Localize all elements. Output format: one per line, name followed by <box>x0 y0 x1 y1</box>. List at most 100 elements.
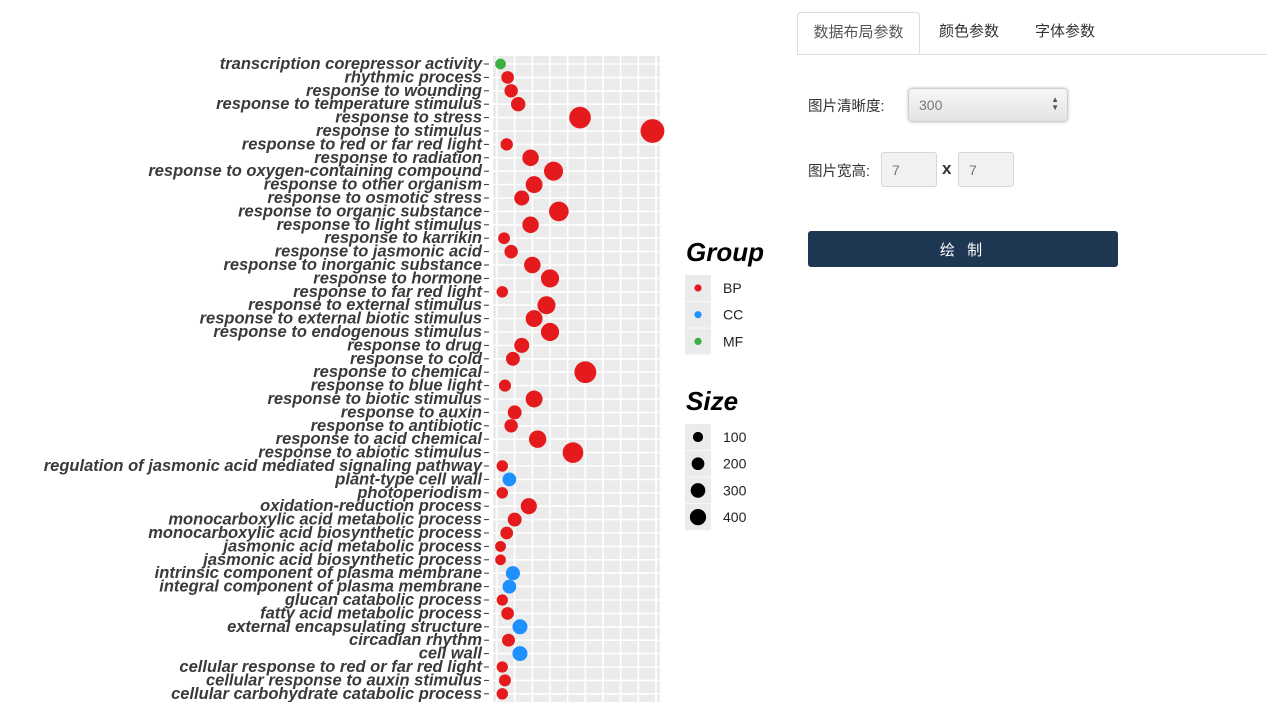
term-label: response to radiation <box>314 149 482 167</box>
term-dot-bp <box>498 379 511 392</box>
draw-button[interactable]: 绘 制 <box>808 231 1118 267</box>
term-dot-mf <box>495 58 506 70</box>
term-label: response to stress <box>335 109 482 127</box>
times-symbol: x <box>942 159 952 178</box>
term-dot-bp <box>569 106 591 129</box>
term-label: monocarboxylic acid biosynthetic process <box>148 524 482 542</box>
term-label: oxidation-reduction process <box>260 497 482 515</box>
term-label: response to external stimulus <box>248 296 482 314</box>
term-dot-bp <box>505 351 520 366</box>
size-legend-title: Size <box>686 386 738 416</box>
term-dot-cc <box>505 566 520 581</box>
term-dot-bp <box>549 201 569 222</box>
term-dot-bp <box>525 310 543 328</box>
term-dot-cc <box>502 472 517 487</box>
legend-label-mf: MF <box>723 333 743 349</box>
go-enrichment-dot-plot: transcription corepressor activityrhythm… <box>44 55 764 702</box>
term-dots <box>495 58 665 700</box>
term-dot-bp <box>522 149 539 167</box>
term-label: response to wounding <box>306 82 482 100</box>
term-label: response to light stimulus <box>277 216 482 234</box>
term-label: photoperiodism <box>356 484 482 502</box>
term-dot-bp <box>525 390 543 408</box>
term-label: jasmonic acid biosynthetic process <box>201 551 482 569</box>
term-label: circadian rhythm <box>349 631 482 649</box>
plot-panel <box>493 56 660 702</box>
term-label: plant-type cell wall <box>334 470 482 488</box>
term-dot-bp <box>504 84 518 98</box>
size-legend-label: 400 <box>723 509 747 525</box>
term-dot-bp <box>495 540 506 552</box>
term-label: response to endogenous stimulus <box>213 323 482 341</box>
term-label: response to other organism <box>264 176 482 194</box>
term-label: rhythmic process <box>344 68 482 86</box>
group-legend: Group BP CC MF <box>685 237 764 355</box>
term-label: glucan catabolic process <box>284 591 482 609</box>
group-legend-title: Group <box>686 237 764 267</box>
tab-data-layout[interactable]: 数据布局参数 <box>797 12 920 54</box>
term-dot-bp <box>544 161 564 181</box>
term-dot-bp <box>501 71 514 84</box>
term-dot-bp <box>500 526 514 540</box>
term-dot-bp <box>520 498 537 515</box>
term-label: cellular response to auxin stimulus <box>206 671 482 689</box>
term-dot-bp <box>562 442 584 463</box>
term-dot-bp <box>502 633 515 647</box>
term-dot-bp <box>504 419 518 433</box>
size-legend-label: 100 <box>723 429 747 445</box>
legend-key-cc <box>694 311 702 319</box>
term-label: response to chemical <box>313 363 482 381</box>
term-label: monocarboxylic acid metabolic process <box>168 511 482 529</box>
term-label: response to oxygen-containing compound <box>148 162 483 180</box>
parameter-tabs: 数据布局参数 颜色参数 字体参数 <box>797 12 1267 55</box>
term-dot-bp <box>498 674 511 687</box>
term-label: response to osmotic stress <box>267 189 482 207</box>
term-label: response to drug <box>347 336 482 354</box>
term-label: cellular response to red or far red ligh… <box>179 658 483 676</box>
term-label: regulation of jasmonic acid mediated sig… <box>44 457 483 475</box>
term-label: response to antibiotic <box>311 417 482 435</box>
panel-background <box>493 56 660 702</box>
tab-color[interactable]: 颜色参数 <box>938 23 999 40</box>
legend-key-mf <box>694 337 702 345</box>
term-dot-bp <box>496 594 508 606</box>
term-dot-bp <box>514 190 530 206</box>
term-dot-bp <box>498 232 510 245</box>
term-label: response to cold <box>350 350 483 368</box>
width-input[interactable] <box>881 152 937 187</box>
term-dot-bp <box>514 337 530 353</box>
legend-label-bp: BP <box>723 280 742 296</box>
term-dot-cc <box>512 646 528 662</box>
tab-font[interactable]: 字体参数 <box>1034 23 1095 40</box>
height-input[interactable] <box>958 152 1014 187</box>
resolution-value: 300 <box>919 97 943 113</box>
term-label: response to auxin <box>341 403 482 421</box>
size-label: 图片宽高: <box>808 164 871 180</box>
term-label: integral component of plasma membrane <box>159 578 482 596</box>
term-label: response to stimulus <box>316 122 482 140</box>
term-dot-bp <box>496 661 508 673</box>
term-label: response to external biotic stimulus <box>200 310 482 328</box>
size-legend-dot <box>690 483 706 498</box>
term-label: response to jasmonic acid <box>275 243 483 261</box>
term-label: cellular carbohydrate catabolic process <box>171 685 482 702</box>
term-label: response to abiotic stimulus <box>258 444 482 462</box>
term-dot-cc <box>502 579 517 594</box>
size-legend-dot <box>689 508 707 526</box>
term-label: transcription corepressor activity <box>220 55 483 73</box>
legend-label-cc: CC <box>723 307 743 323</box>
size-legend-label: 200 <box>723 456 747 472</box>
size-legend-label: 300 <box>723 482 747 498</box>
term-dot-bp <box>496 688 509 700</box>
term-dot-bp <box>528 430 547 448</box>
term-dot-bp <box>540 269 560 288</box>
term-label: external encapsulating structure <box>227 618 482 636</box>
term-dot-bp <box>524 256 541 274</box>
term-dot-bp <box>496 460 509 472</box>
resolution-select[interactable]: 300 ▲ ▼ <box>908 88 1068 122</box>
term-label: response to inorganic substance <box>223 256 482 274</box>
term-dot-bp <box>504 244 518 259</box>
size-legend: Size 100 200 300 400 <box>685 386 747 531</box>
term-dot-bp <box>495 554 506 566</box>
select-arrows-icon: ▲ ▼ <box>1051 95 1059 112</box>
